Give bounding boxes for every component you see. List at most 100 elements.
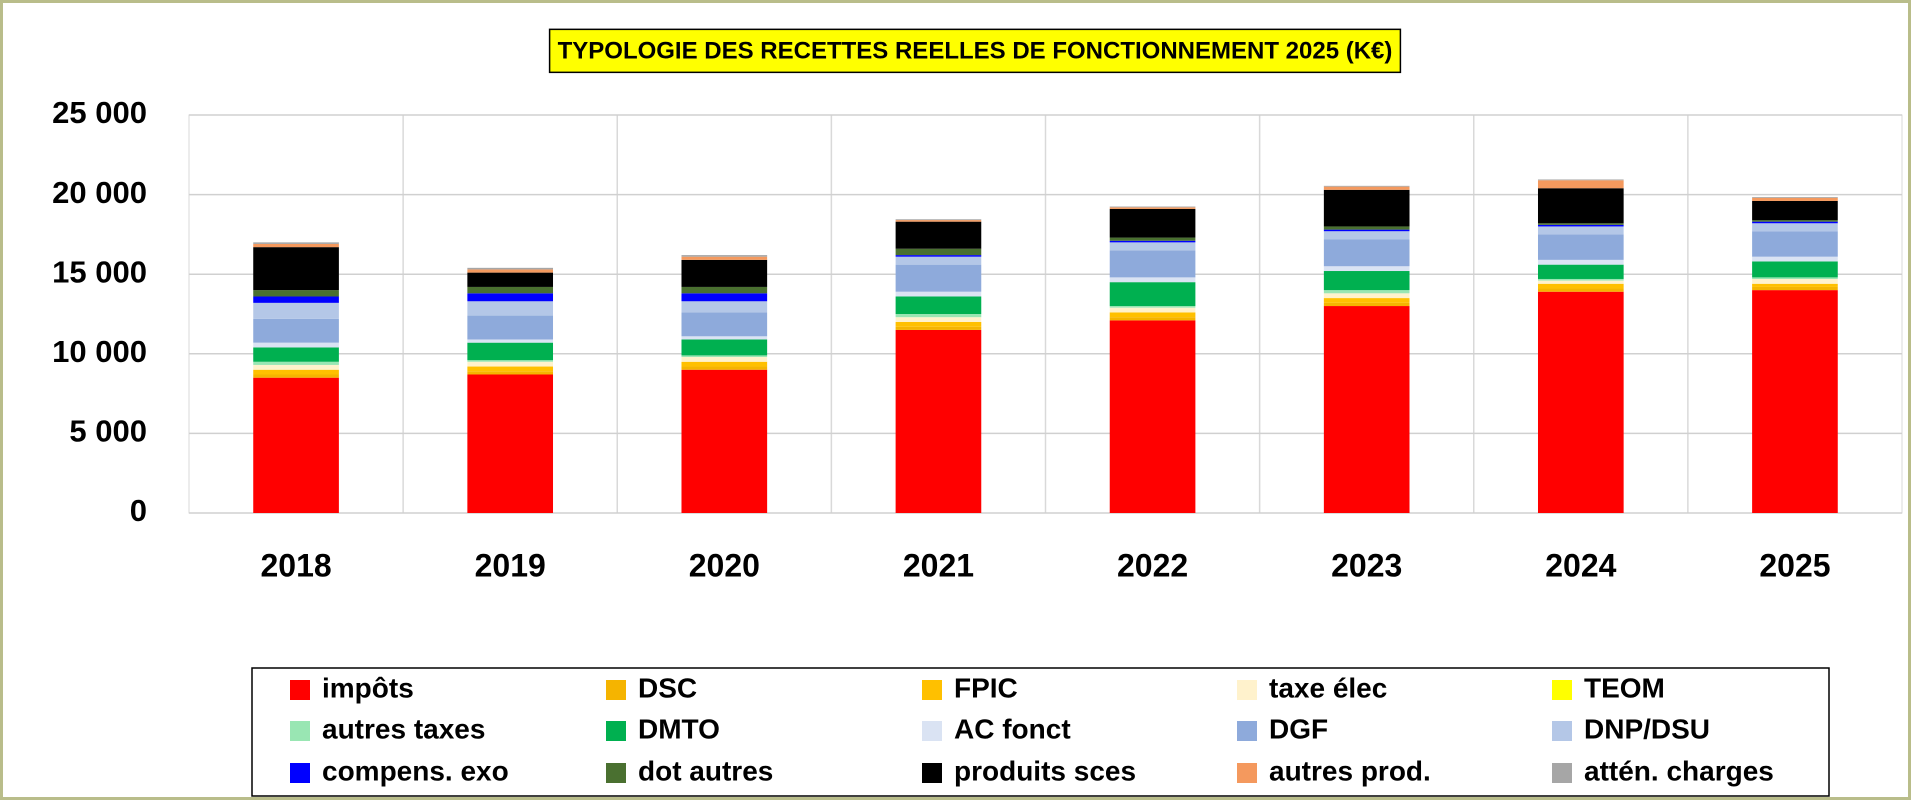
legend-swatch [922,763,942,783]
bar-segment [681,355,768,357]
y-tick-label: 25 000 [52,95,147,130]
bar-segment [253,296,339,303]
bar-segment [1109,207,1196,209]
bar-segment [895,291,982,297]
bar-segment [895,256,982,265]
y-tick-label: 15 000 [52,254,147,289]
x-tick-label: 2020 [689,547,760,583]
bar-segment [895,329,982,513]
bar-segment [1323,290,1410,294]
x-tick-label: 2019 [475,547,546,583]
x-tick-label: 2018 [260,547,331,583]
legend-label: FPIC [954,672,1018,703]
legend-swatch [606,721,626,741]
bar-segment [1323,239,1410,267]
bar-segment [1537,259,1624,265]
legend-swatch [922,721,942,741]
bar-segment [467,374,554,513]
bar-segment [895,326,982,330]
bar-segment [681,286,768,294]
bar-segment [1109,277,1196,283]
y-tick-label: 20 000 [52,175,147,210]
bar-segment [1109,206,1196,208]
bar-segment [1323,189,1410,227]
legend-swatch [290,680,310,700]
legend-swatch [1237,721,1257,741]
bar-segment [681,301,768,313]
bar-segment [1109,242,1196,251]
bar-segment [1537,283,1624,289]
bar-segment [253,290,339,297]
bar-segment [895,221,982,249]
legend-label: DMTO [638,713,720,744]
bar-segment [1537,291,1624,513]
bar-segment [1323,302,1410,307]
bar-segment [681,339,768,356]
bar-segment [1752,197,1838,201]
bar-segment [1109,312,1196,318]
bar-segment [1752,278,1838,284]
bar-segment [1537,280,1624,284]
bar-segment [1537,223,1624,225]
bar-segment [467,293,554,302]
legend-label: dot autres [638,755,773,786]
legend-swatch [1552,721,1572,741]
legend-label: compens. exo [322,755,509,786]
bar-segment [1537,179,1624,181]
bar-segment [467,339,554,343]
legend-label: produits sces [954,755,1136,786]
bar-segment [1109,237,1196,241]
bar-segment [1537,264,1624,279]
bar-segment [253,374,339,378]
bar-segment [1537,234,1624,260]
bar-segment [467,342,554,361]
bar-segment [681,259,768,287]
bar-segment [1752,223,1838,232]
bar-segment [1323,306,1410,513]
bar-segment [253,242,339,244]
bar-segment [1537,180,1624,189]
bar-segment [1752,200,1838,221]
legend-swatch [606,763,626,783]
bar-segment [1752,261,1838,278]
bar-segment [467,315,554,340]
bar-segment [1109,306,1196,308]
bar-segment [467,272,554,287]
bar-segment [1109,320,1196,513]
legend-swatch [1237,763,1257,783]
bar-segment [895,264,982,292]
bar-segment [1537,226,1624,235]
x-tick-label: 2025 [1759,547,1830,583]
bar-segment [1323,186,1410,190]
legend-swatch [1552,763,1572,783]
y-tick-label: 5 000 [69,414,147,449]
legend-label: TEOM [1584,672,1665,703]
bar-segment [1323,231,1410,240]
bar-segment [253,302,339,319]
bar-segment [1323,271,1410,291]
bar-segment [895,321,982,327]
bar-segment [467,361,554,367]
bar-segment [253,377,339,513]
bar-segment [895,220,982,222]
bar-segment [467,301,554,316]
x-tick-label: 2021 [903,547,974,583]
legend-swatch [922,680,942,700]
bar-segment [895,255,982,257]
x-tick-label: 2022 [1117,547,1188,583]
bar-segment [253,361,339,365]
bar-segment [1323,266,1410,272]
bar-segment [681,369,768,513]
bar-segment [253,243,339,248]
bar-segment [467,371,554,375]
bar-segment [1323,185,1410,187]
legend-label: autres taxes [322,713,485,744]
x-tick-label: 2024 [1545,547,1616,583]
bar-segment [1537,224,1624,227]
legend-swatch [606,680,626,700]
bar-segment [1752,220,1838,222]
bar-segment [1109,208,1196,238]
bar-segment [1752,221,1838,224]
bar-segment [1109,317,1196,321]
